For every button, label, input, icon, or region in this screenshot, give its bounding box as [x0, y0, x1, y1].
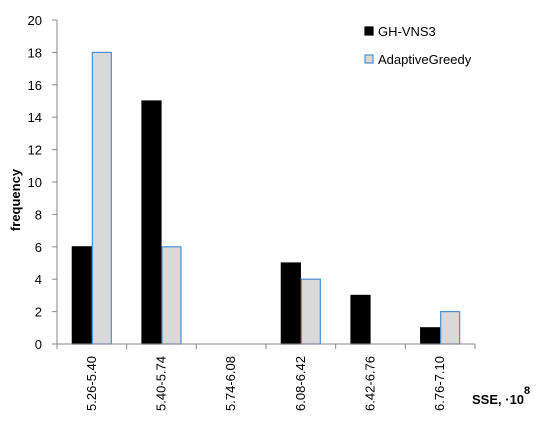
bar-gh-vns3-6.08-6.42: [280, 262, 301, 345]
legend: GH-VNS3 AdaptiveGreedy: [364, 24, 472, 67]
x-axis-title-base: SSE, ·10: [472, 392, 524, 407]
y-tick-label: 0: [35, 337, 42, 352]
legend-swatch: [364, 26, 374, 36]
y-tick-label: 18: [28, 45, 42, 60]
bar-gh-vns3-5.40-5.74: [141, 100, 162, 345]
y-tick-label: 14: [28, 110, 42, 125]
x-axis-title-exponent: 8: [524, 385, 530, 397]
legend-label: AdaptiveGreedy: [378, 52, 472, 67]
x-tick-label: 5.40-5.74: [154, 356, 169, 411]
x-tick-label: 6.76-7.10: [432, 356, 447, 411]
x-tick-label: 6.08-6.42: [293, 356, 308, 411]
y-tick-label: 6: [35, 240, 42, 255]
bar-gh-vns3-5.26-5.40: [71, 246, 92, 345]
x-axis-title: SSE, ·108: [472, 385, 530, 407]
y-tick-label: 20: [28, 13, 42, 28]
x-tick-label: 6.42-6.76: [363, 356, 378, 411]
y-tick-label: 16: [28, 78, 42, 93]
bar-gh-vns3-6.42-6.76: [350, 294, 371, 345]
y-tick-label: 2: [35, 305, 42, 320]
legend-swatch: [364, 54, 374, 64]
y-tick-label: 10: [28, 175, 42, 190]
bar-adaptivegreedy-5.40-5.74: [161, 246, 182, 345]
y-tick-label: 4: [35, 272, 42, 287]
legend-label: GH-VNS3: [378, 24, 436, 39]
y-axis-title: frequency: [8, 168, 23, 231]
bar-gh-vns3-6.76-7.10: [420, 327, 441, 345]
y-tick-label: 8: [35, 207, 42, 222]
y-tick-label: 12: [28, 143, 42, 158]
y-ticks: 0 2 4 6 8 10 12 14 16 18 20: [28, 13, 57, 352]
bar-adaptivegreedy-5.26-5.40: [91, 51, 112, 345]
bars: [71, 51, 461, 345]
bar-adaptivegreedy-6.08-6.42: [300, 278, 321, 345]
x-ticks: 5.26-5.40 5.40-5.74 5.74-6.08 6.08-6.42 6.42…: [56, 344, 476, 411]
bar-adaptivegreedy-6.76-7.10: [440, 311, 461, 345]
x-tick-label: 5.26-5.40: [84, 356, 99, 411]
x-tick-label: 5.74-6.08: [223, 356, 238, 411]
